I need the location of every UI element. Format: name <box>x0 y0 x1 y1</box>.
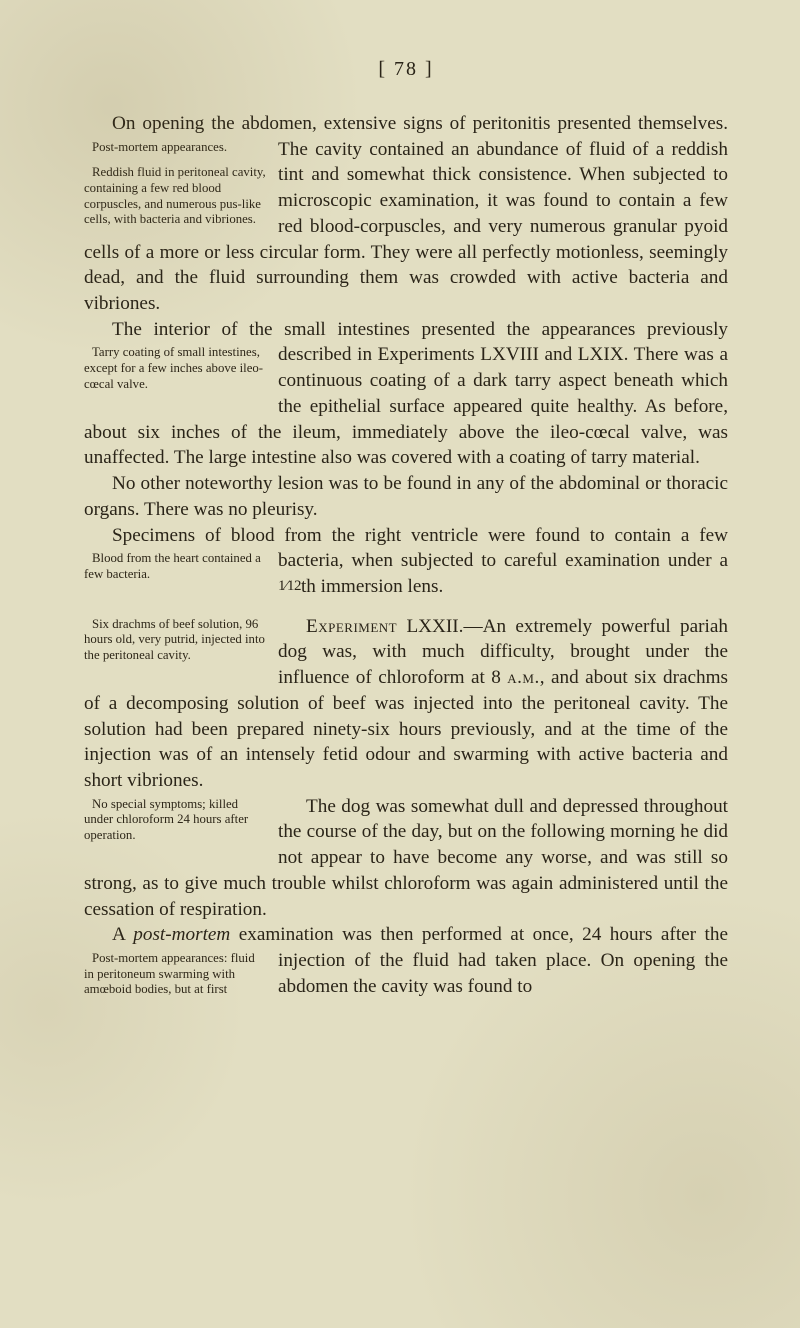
post-mortem-italic: post-mortem <box>133 924 230 945</box>
p5-lead: An extremely powerful pariah <box>483 616 728 637</box>
fraction-1-12: 1⁄12 <box>278 578 301 594</box>
p1-lead: On opening the abdomen, extensive signs … <box>112 113 557 134</box>
paragraph-5-experiment: Experiment LXXII.—An extremely powerful … <box>84 614 728 794</box>
p7-lead-b: examination was then performed at once, <box>230 924 582 945</box>
paragraph-6: The dog was somewhat dull and depressed … <box>84 794 728 923</box>
experiment-label: Experiment <box>306 616 397 637</box>
p4-tail: th immersion lens. <box>301 576 443 597</box>
sidenote-post-mortem-appearances: Post-mortem appearances. <box>84 140 266 156</box>
p7-lead-a: A <box>112 924 133 945</box>
p2-lead: The interior of the small intestines pre… <box>112 319 593 340</box>
p4-lead: Specimens of blood from the right ventri… <box>112 525 590 546</box>
paragraph-4: Specimens of blood from the right ventri… <box>84 523 728 600</box>
sidenote-blood-heart: Blood from the heart contained a few bac… <box>84 551 266 582</box>
sidenote-reddish-fluid: Reddish fluid in peritoneal cavity, cont… <box>84 165 266 227</box>
page-number: [ 78 ] <box>84 58 728 81</box>
sidenote-six-drachms: Six drachms of beef solution, 96 hours o… <box>84 617 266 664</box>
p2-rest: ances previously described in Experiment… <box>84 319 728 469</box>
paragraph-3: No other noteworthy lesion was to be fou… <box>84 471 728 522</box>
book-page: [ 78 ] On opening the abdomen, extensive… <box>0 0 800 1328</box>
paragraph-2: The interior of the small intestines pre… <box>84 317 728 471</box>
section-gap <box>84 600 728 614</box>
paragraph-1: On opening the abdomen, extensive signs … <box>84 111 728 317</box>
paragraph-7: A post-mortem examination was then perfo… <box>84 922 728 999</box>
body-text-column: On opening the abdomen, extensive signs … <box>84 111 728 999</box>
sidenote-tarry-coating: Tarry coating of small intestines, excep… <box>84 345 266 392</box>
sidenote-no-special-symptoms: No special symptoms; killed under chloro… <box>84 797 266 844</box>
experiment-number: LXXII.— <box>397 616 483 637</box>
am-smallcaps: a.m. <box>507 667 540 688</box>
sidenote-post-mortem-fluid: Post-mortem appearances: fluid in perito… <box>84 951 266 998</box>
p6-lead: The dog was somewhat dull and depressed … <box>306 796 728 817</box>
